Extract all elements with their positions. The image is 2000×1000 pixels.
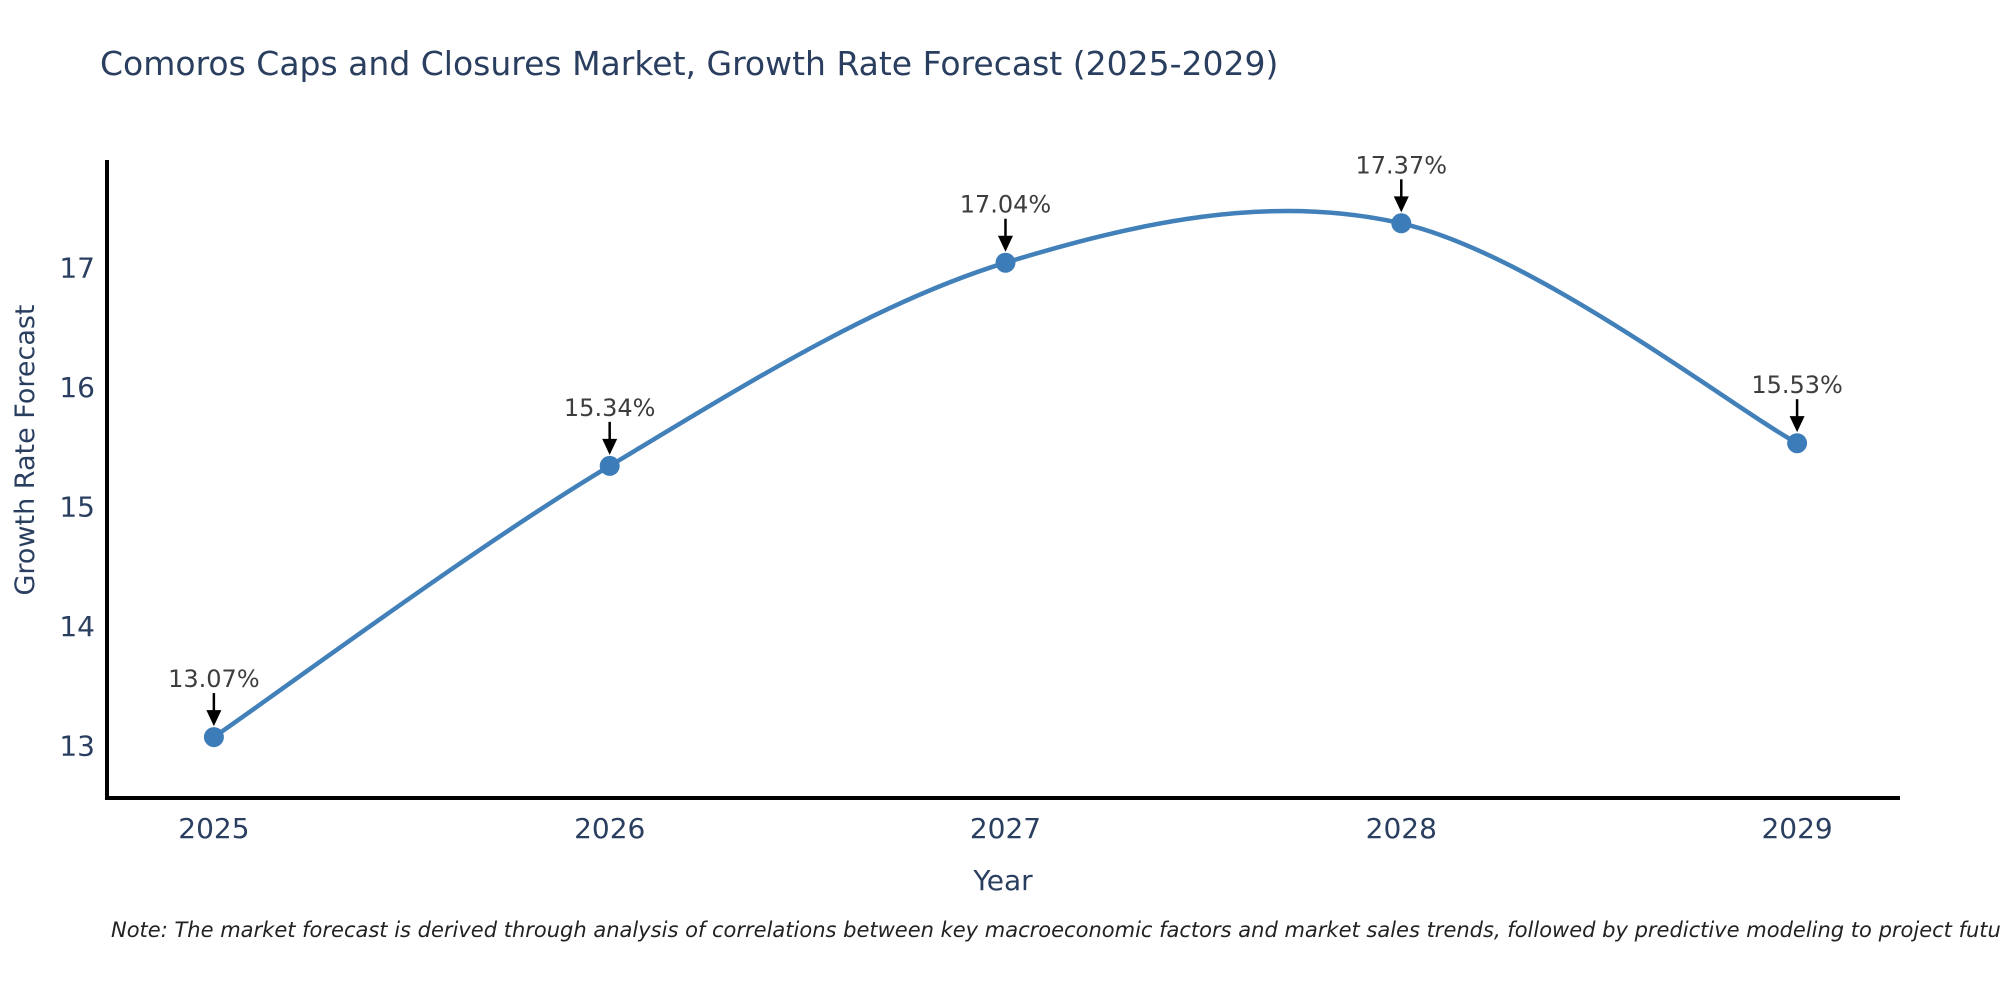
x-tick-2029: 2029 bbox=[1761, 812, 1832, 845]
annotation-arrowhead-2029 bbox=[1789, 416, 1805, 433]
data-point-2028 bbox=[1391, 213, 1412, 234]
data-point-2029 bbox=[1787, 433, 1808, 454]
annotation-arrowhead-2028 bbox=[1393, 196, 1409, 213]
y-tick-13: 13 bbox=[59, 729, 95, 762]
annotation-arrowhead-2025 bbox=[206, 710, 222, 727]
data-label-2028: 17.37% bbox=[1356, 151, 1448, 179]
x-tick-2025: 2025 bbox=[178, 812, 249, 845]
y-tick-14: 14 bbox=[59, 610, 95, 643]
footnote: Note: The market forecast is derived thr… bbox=[111, 918, 2000, 942]
annotation-arrowhead-2027 bbox=[997, 235, 1013, 252]
x-tick-2026: 2026 bbox=[574, 812, 645, 845]
data-point-2027 bbox=[995, 252, 1016, 273]
plot-area: 13.07% 15.34% 17.04% 17.37% 15.53% 2025 2026 20… bbox=[59, 151, 1900, 845]
data-label-2029: 15.53% bbox=[1751, 371, 1843, 399]
y-tick-16: 16 bbox=[59, 371, 95, 404]
annotation-arrowhead-2026 bbox=[602, 438, 618, 455]
x-tick-2028: 2028 bbox=[1366, 812, 1437, 845]
data-point-2025 bbox=[203, 727, 224, 748]
x-tick-2027: 2027 bbox=[970, 812, 1041, 845]
data-label-2025: 13.07% bbox=[168, 665, 260, 693]
y-tick-15: 15 bbox=[59, 491, 95, 524]
data-label-2027: 17.04% bbox=[960, 191, 1052, 219]
forecast-line bbox=[211, 208, 1800, 740]
data-label-2026: 15.34% bbox=[564, 394, 656, 422]
y-axis-title: Growth Rate Forecast bbox=[10, 304, 41, 595]
chart-title: Comoros Caps and Closures Market, Growth… bbox=[100, 44, 1279, 83]
x-axis-title: Year bbox=[972, 864, 1033, 897]
y-tick-17: 17 bbox=[59, 252, 95, 285]
data-point-2026 bbox=[599, 455, 620, 476]
